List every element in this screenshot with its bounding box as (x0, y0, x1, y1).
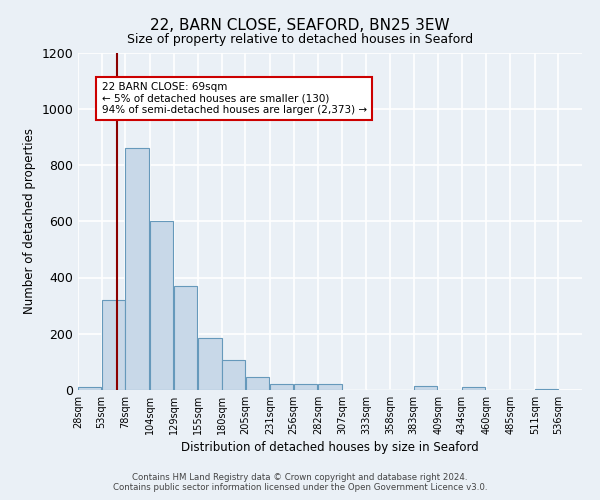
Bar (414, 386, 437, 390)
Bar (78, 387, 101, 390)
Bar (173, 286, 197, 390)
X-axis label: Distribution of detached houses by size in Seaford: Distribution of detached houses by size … (181, 441, 479, 454)
Bar (198, 338, 221, 390)
Bar (462, 387, 485, 390)
Bar (150, 221, 173, 390)
Text: Size of property relative to detached houses in Seaford: Size of property relative to detached ho… (127, 32, 473, 46)
Bar (222, 360, 245, 390)
Y-axis label: Number of detached properties: Number of detached properties (23, 128, 36, 314)
Bar (535, 388, 558, 390)
Bar (102, 300, 125, 390)
Bar (270, 384, 293, 390)
Text: 22, BARN CLOSE, SEAFORD, BN25 3EW: 22, BARN CLOSE, SEAFORD, BN25 3EW (150, 18, 450, 32)
Text: Contains HM Land Registry data © Crown copyright and database right 2024.
Contai: Contains HM Land Registry data © Crown c… (113, 473, 487, 492)
Bar (125, 148, 149, 390)
Text: 22 BARN CLOSE: 69sqm
← 5% of detached houses are smaller (130)
94% of semi-detac: 22 BARN CLOSE: 69sqm ← 5% of detached ho… (101, 82, 367, 115)
Bar (245, 378, 269, 390)
Bar (319, 384, 341, 390)
Bar (294, 384, 317, 390)
